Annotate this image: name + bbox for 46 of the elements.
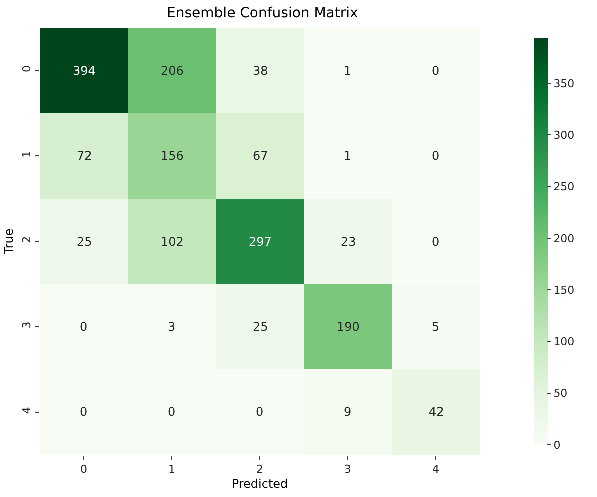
x-tick-label: 2 (256, 463, 264, 476)
data-label: 0 (432, 64, 440, 78)
data-label: 1 (344, 64, 352, 78)
data-label: 25 (253, 320, 268, 334)
data-label: 1 (344, 149, 352, 163)
y-tick-label: 2 (20, 236, 34, 244)
data-label: 206 (161, 64, 184, 78)
y-tick-label: 0 (20, 66, 34, 73)
chart-title: Ensemble Confusion Matrix (167, 5, 358, 22)
data-label: 394 (73, 64, 96, 78)
data-label: 297 (249, 235, 272, 249)
data-label: 0 (168, 405, 176, 419)
data-label: 67 (253, 149, 268, 163)
data-label: 5 (432, 320, 440, 334)
y-tick-label: 1 (20, 150, 34, 158)
data-label: 0 (80, 320, 88, 334)
data-label: 72 (77, 149, 92, 163)
data-label: 0 (432, 149, 440, 163)
data-label: 0 (80, 405, 88, 419)
y-axis-title: True (2, 228, 16, 256)
color-bar-label: 200 (554, 232, 575, 246)
color-bar-label: 350 (554, 77, 575, 90)
color-bar-label: 100 (554, 336, 575, 349)
x-tick-label: 0 (80, 463, 88, 476)
color-bar-label: 50 (554, 387, 568, 400)
y-tick-label: 3 (20, 322, 34, 329)
data-label: 156 (161, 149, 184, 163)
y-tick-label: 4 (20, 407, 34, 414)
x-tick-label: 1 (168, 463, 176, 476)
color-bar-label: 300 (554, 128, 575, 142)
data-label: 190 (337, 320, 360, 334)
data-label: 102 (161, 235, 184, 249)
data-label: 38 (253, 64, 268, 78)
data-label: 42 (429, 405, 444, 419)
x-tick-label: 4 (432, 463, 440, 476)
data-label: 0 (256, 405, 264, 419)
data-label: 0 (432, 235, 440, 249)
data-label: 3 (168, 320, 176, 334)
x-tick-label: 3 (344, 463, 352, 476)
data-label: 23 (341, 235, 356, 249)
color-bar-label: 250 (554, 180, 575, 194)
x-axis-title: Predicted (232, 477, 288, 492)
data-label: 9 (344, 405, 352, 419)
color-bar-label: 0 (554, 438, 561, 452)
color-bar-label: 150 (554, 284, 575, 297)
data-label: 25 (77, 235, 92, 249)
